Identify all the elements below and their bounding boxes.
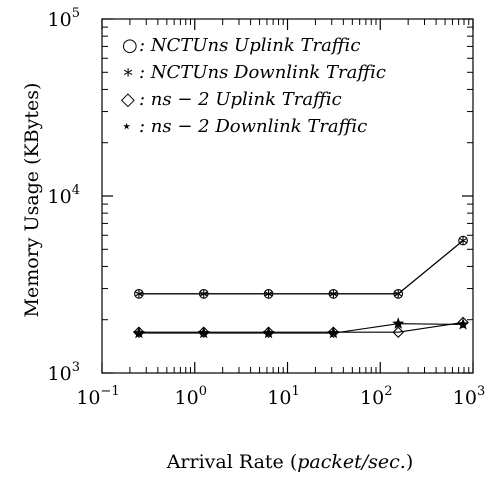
series-line-diamond	[138, 321, 464, 333]
y-tick-label: 103	[48, 360, 80, 385]
legend: ○ : NCTUns Uplink Traffic ∗ : NCTUns Dow…	[121, 35, 386, 137]
legend-marker-star: ⋆	[121, 116, 132, 137]
x-tick-label: 100	[175, 384, 207, 409]
x-tick-base: 10	[76, 387, 100, 409]
x-tick-label: 103	[453, 384, 485, 409]
data-point-asterisk	[135, 289, 143, 298]
y-tick-label: 104	[48, 183, 80, 208]
data-point-diamond	[133, 326, 145, 338]
legend-label-ns2-downlink: : ns − 2 Downlink Traffic	[139, 116, 367, 137]
legend-marker-asterisk: ∗	[122, 62, 134, 83]
data-point-star	[392, 317, 405, 329]
x-tick-exponent: 3	[477, 384, 485, 399]
y-tick-base: 10	[48, 363, 72, 385]
series-line-circle	[138, 240, 464, 295]
data-point-asterisk	[199, 289, 208, 298]
data-point-circle	[393, 289, 404, 299]
y-tick-label: 105	[48, 6, 80, 31]
x-tick-base: 10	[360, 387, 384, 409]
y-tick-exponent: 5	[72, 6, 80, 21]
y-tick-base: 10	[48, 9, 72, 31]
data-point-diamond	[327, 326, 340, 338]
x-tick-label: 102	[360, 384, 392, 409]
x-axis-title-suffix: )	[406, 451, 413, 473]
data-point-asterisk	[264, 289, 273, 298]
legend-entry-nctuns-downlink: ∗ : NCTUns Downlink Traffic	[122, 62, 386, 83]
data-point-asterisk	[329, 289, 338, 298]
x-tick-exponent: 1	[291, 384, 299, 399]
legend-label-nctuns-uplink: : NCTUns Uplink Traffic	[139, 35, 360, 56]
data-point-diamond	[262, 326, 275, 338]
data-point-circle	[458, 235, 468, 246]
y-tick-exponent: 4	[72, 183, 80, 198]
data-point-circle	[198, 289, 209, 299]
legend-entry-ns2-downlink: ⋆ : ns − 2 Downlink Traffic	[121, 116, 367, 137]
y-tick-exponent: 3	[72, 360, 80, 375]
data-point-asterisk	[394, 289, 402, 298]
x-tick-exponent: 0	[199, 384, 207, 399]
x-axis-title-prefix: Arrival Rate (	[166, 451, 298, 473]
data-point-star	[457, 318, 470, 330]
x-tick-base: 10	[453, 387, 477, 409]
legend-entry-ns2-uplink: ◇ : ns − 2 Uplink Traffic	[121, 89, 342, 110]
legend-marker-circle: ○	[122, 35, 138, 56]
y-tick-base: 10	[48, 186, 72, 208]
legend-entry-nctuns-uplink: ○ : NCTUns Uplink Traffic	[122, 35, 360, 56]
major-ticks	[101, 18, 474, 374]
data-point-circle	[134, 289, 144, 299]
legend-label-nctuns-downlink: : NCTUns Downlink Traffic	[139, 62, 386, 83]
x-tick-label: 10−1	[76, 384, 119, 409]
data-point-star	[132, 326, 145, 339]
x-axis-title: Arrival Rate (packet/sec.)	[166, 451, 414, 473]
x-tick-base: 10	[267, 387, 291, 409]
series-lines	[138, 240, 464, 334]
data-point-star	[262, 326, 275, 339]
data-point-diamond	[392, 326, 405, 338]
data-point-circle	[263, 289, 274, 299]
x-tick-labels: 10−1 100 101 102 103	[76, 384, 485, 409]
legend-marker-diamond: ◇	[121, 89, 135, 110]
legend-label-ns2-uplink: : ns − 2 Uplink Traffic	[139, 89, 342, 110]
series-line-star	[138, 323, 464, 334]
data-point-star	[327, 326, 340, 339]
y-axis-title: Memory Usage (KBytes)	[21, 83, 43, 318]
minor-ticks	[102, 19, 473, 373]
x-tick-exponent: 2	[384, 384, 392, 399]
data-point-circle	[328, 289, 339, 299]
x-tick-exponent: −1	[101, 384, 120, 399]
data-point-asterisk	[459, 236, 467, 245]
x-tick-label: 101	[267, 384, 299, 409]
data-point-diamond	[457, 316, 469, 329]
data-point-star	[197, 326, 210, 339]
x-tick-base: 10	[175, 387, 199, 409]
series-line-asterisk	[138, 240, 464, 295]
series-markers	[132, 235, 470, 339]
data-point-diamond	[197, 326, 210, 338]
x-axis-title-unit: packet/sec.	[297, 451, 406, 473]
